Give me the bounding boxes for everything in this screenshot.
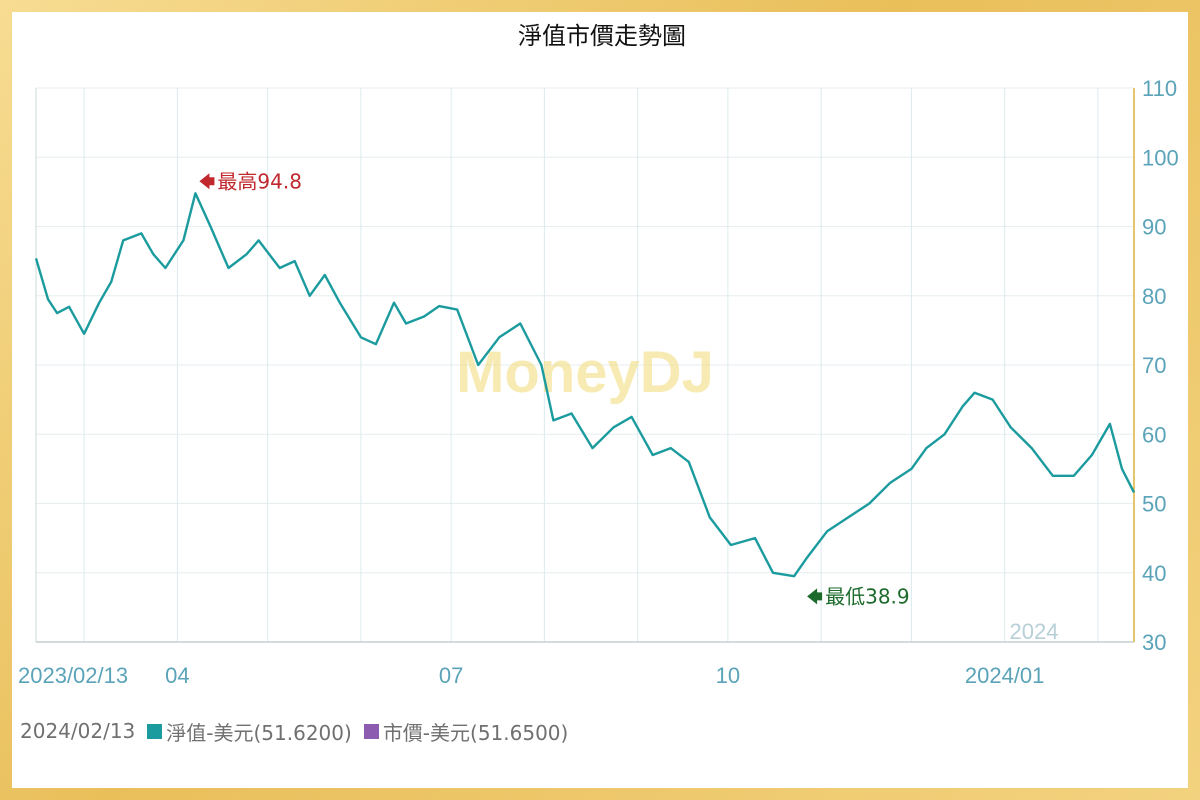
legend-swatch-market: [363, 723, 379, 739]
y-tick-label: 80: [1142, 284, 1166, 309]
y-tick-label: 100: [1142, 145, 1179, 170]
annotation-min-label: 最低38.9: [825, 584, 910, 608]
chart-frame: 淨值市價走勢圖 MoneyDJ 2024 30 40 50 60 70 80 90 100 11…: [12, 12, 1188, 788]
y-tick-label: 110: [1142, 76, 1177, 101]
annotation-max: 最高94.8: [199, 169, 302, 193]
annotations: 最高94.8 最低38.9: [199, 169, 910, 608]
legend-date: 2024/02/13: [20, 719, 136, 743]
legend-label-market[interactable]: 市價-美元(51.6500): [382, 720, 569, 745]
y-tick-label: 60: [1142, 422, 1166, 447]
legend-label-nav[interactable]: 淨值-美元(51.6200): [166, 720, 352, 745]
legend: 2024/02/13 淨值-美元(51.6200) 市價-美元(51.6500): [20, 716, 568, 746]
y-tick-label: 70: [1142, 353, 1166, 378]
x-tick-label: 07: [439, 663, 463, 688]
y-tick-label: 30: [1142, 630, 1166, 655]
grid-lines: [36, 87, 1134, 643]
legend-swatch-nav: [147, 723, 163, 739]
y-tick-labels: 30 40 50 60 70 80 90 100 110: [1142, 76, 1179, 655]
annotation-max-label: 最高94.8: [217, 169, 302, 193]
y-tick-label: 50: [1142, 492, 1166, 517]
watermark: MoneyDJ: [456, 340, 714, 405]
y-tick-label: 40: [1142, 561, 1166, 586]
x-tick-label: 10: [716, 663, 740, 688]
chart-title: 淨值市價走勢圖: [518, 22, 686, 50]
arrow-left-icon: [807, 588, 823, 605]
line-chart: 淨值市價走勢圖 MoneyDJ 2024 30 40 50 60 70 80 90 100 11…: [18, 22, 1179, 688]
axes: [35, 88, 1135, 643]
y-tick-label: 90: [1142, 215, 1166, 240]
annotation-min: 最低38.9: [807, 584, 910, 608]
series-lines: [34, 192, 1136, 578]
x-tick-label: 2023/02/13: [18, 663, 128, 688]
series-line-nav: [34, 192, 1136, 578]
arrow-left-icon: [199, 173, 215, 190]
x-tick-label: 2024/01: [965, 663, 1045, 688]
x-tick-label: 04: [165, 663, 189, 688]
year-marker: 2024: [1010, 619, 1059, 644]
x-tick-labels: 2023/02/13 04 07 10 2024/01: [18, 663, 1044, 688]
